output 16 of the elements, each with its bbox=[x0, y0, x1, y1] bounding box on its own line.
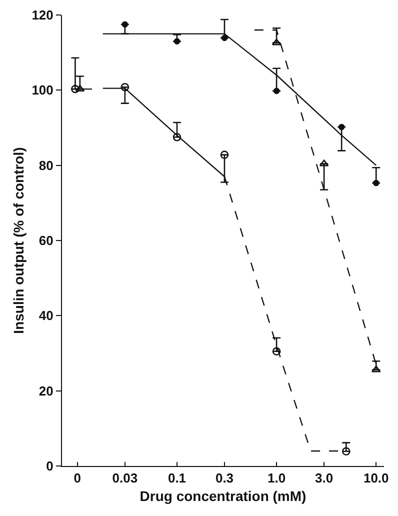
y-tick-label: 100 bbox=[32, 82, 54, 98]
y-tick-label: 0 bbox=[46, 458, 54, 474]
y-tick-label: 80 bbox=[38, 158, 54, 173]
x-tick-label: 0.3 bbox=[215, 470, 234, 486]
y-tick-label: 20 bbox=[38, 383, 54, 398]
y-axis-title: Insulin output (% of control) bbox=[10, 147, 26, 334]
x-tick-label: 0.1 bbox=[168, 470, 186, 486]
x-tick-label: 10.0 bbox=[363, 470, 389, 486]
x-tick-label: 0.03 bbox=[112, 470, 138, 486]
x-axis-title: Drug concentration (mM) bbox=[140, 488, 306, 504]
y-tick-label: 40 bbox=[38, 308, 54, 324]
y-tick-label: 120 bbox=[32, 8, 54, 23]
x-tick-label: 0 bbox=[74, 470, 82, 486]
x-tick-label: 1.0 bbox=[268, 470, 286, 486]
x-tick-label: 3.0 bbox=[315, 470, 334, 486]
y-tick-label: 60 bbox=[38, 233, 54, 248]
